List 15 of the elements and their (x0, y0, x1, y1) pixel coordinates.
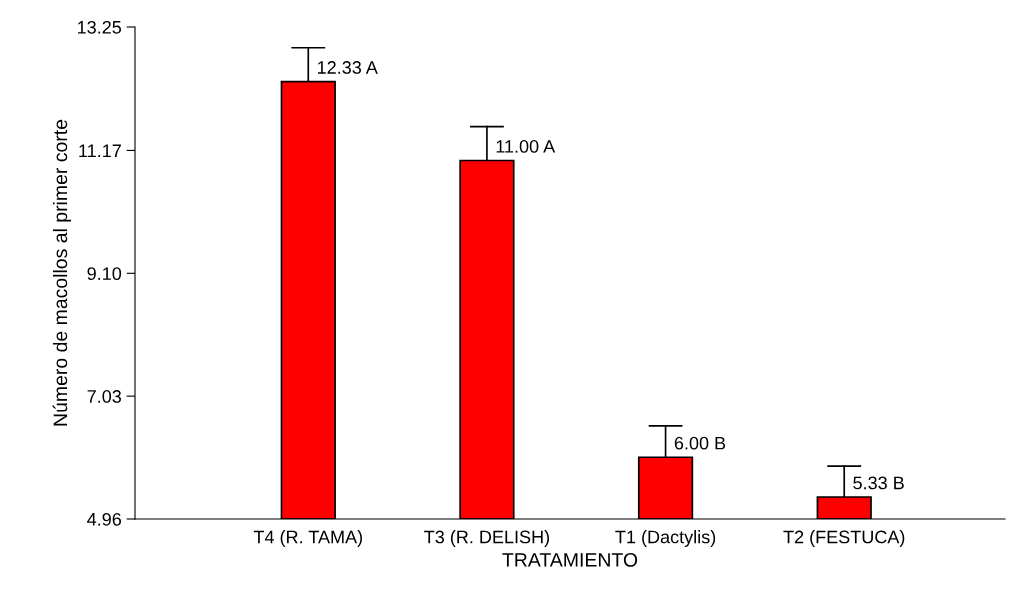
y-axis-title: Número de macollos al primer corte (52, 119, 72, 426)
x-tick-label: T4 (R. TAMA) (253, 530, 363, 547)
x-axis-title: TRATAMIENTO (502, 553, 638, 567)
y-tick-label: 13.25 (78, 20, 122, 34)
data-label: 12.33 A (318, 61, 378, 74)
y-tick-label: 9.10 (87, 267, 122, 281)
y-tick-label: 4.96 (87, 512, 122, 526)
x-tick-label: T1 (Dactylis) (615, 530, 716, 547)
data-label: 11.00 A (496, 140, 556, 153)
y-tick-label: 7.03 (87, 390, 122, 403)
data-label: 5.33 B (853, 476, 904, 490)
x-tick-label: T3 (R. DELISH) (424, 530, 550, 547)
y-tick-label: 11.17 (79, 144, 121, 157)
data-label: 6.00 B (674, 436, 726, 450)
x-tick-label: T2 (FESTUCA) (783, 530, 905, 547)
